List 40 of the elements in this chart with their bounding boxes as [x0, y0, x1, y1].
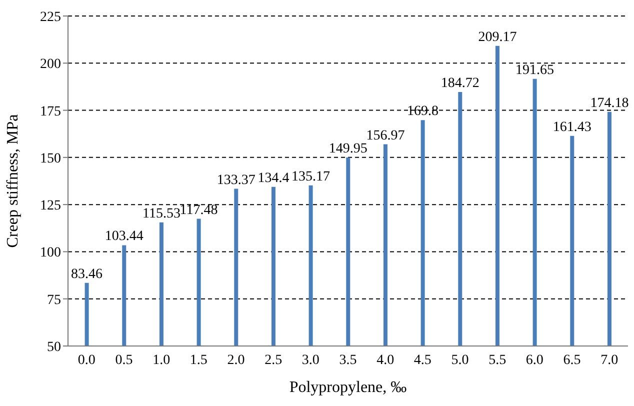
x-axis-title: Polypropylene, ‰	[289, 379, 407, 396]
data-label: 191.65	[516, 62, 554, 78]
x-tick-label: 0.0	[78, 352, 96, 368]
data-label: 149.95	[328, 142, 368, 157]
data-label: 161.43	[552, 120, 592, 135]
y-tick-label: 200	[40, 57, 61, 72]
x-tick-label: 4.0	[376, 352, 394, 368]
x-tick-label: 4.5	[414, 352, 432, 368]
data-label: 184.72	[440, 76, 480, 91]
data-label: 174.18	[590, 96, 629, 111]
x-tick-label: 3.5	[339, 352, 357, 368]
x-tick-label: 0.5	[115, 352, 133, 368]
y-tick-label: 100	[40, 246, 61, 261]
x-tick-label: 1.0	[152, 352, 170, 368]
data-label: 135.17	[292, 169, 330, 184]
x-tick-label: 6.0	[526, 352, 544, 368]
y-tick-label: 75	[47, 292, 61, 308]
x-tick-label: 2.0	[227, 352, 245, 368]
data-label: 83.46	[71, 266, 103, 282]
data-label: 209.17	[478, 30, 517, 45]
data-label: 103.44	[104, 229, 144, 244]
data-label: 169.8	[407, 104, 439, 120]
data-label: 117.48	[180, 202, 218, 218]
y-tick-label: 150	[40, 151, 61, 166]
x-tick-label: 5.0	[451, 352, 469, 368]
x-tick-label: 3.0	[302, 352, 320, 368]
x-tick-label: 6.5	[563, 352, 581, 368]
y-tick-label: 125	[40, 198, 61, 214]
y-tick-label: 50	[47, 340, 61, 355]
y-axis-title: Creep stiffness, MPa	[4, 114, 22, 248]
x-tick-label: 2.5	[264, 352, 282, 368]
y-tick-label: 225	[40, 10, 61, 25]
y-tick-label: 175	[40, 104, 61, 120]
x-tick-label: 5.5	[488, 352, 506, 368]
x-tick-label: 1.5	[190, 352, 208, 368]
data-label: 115.53	[142, 206, 180, 222]
data-label: 133.37	[216, 172, 256, 188]
data-label: 156.97	[366, 128, 405, 144]
data-label: 134.4	[258, 170, 290, 186]
x-tick-label: 7.0	[600, 352, 618, 368]
